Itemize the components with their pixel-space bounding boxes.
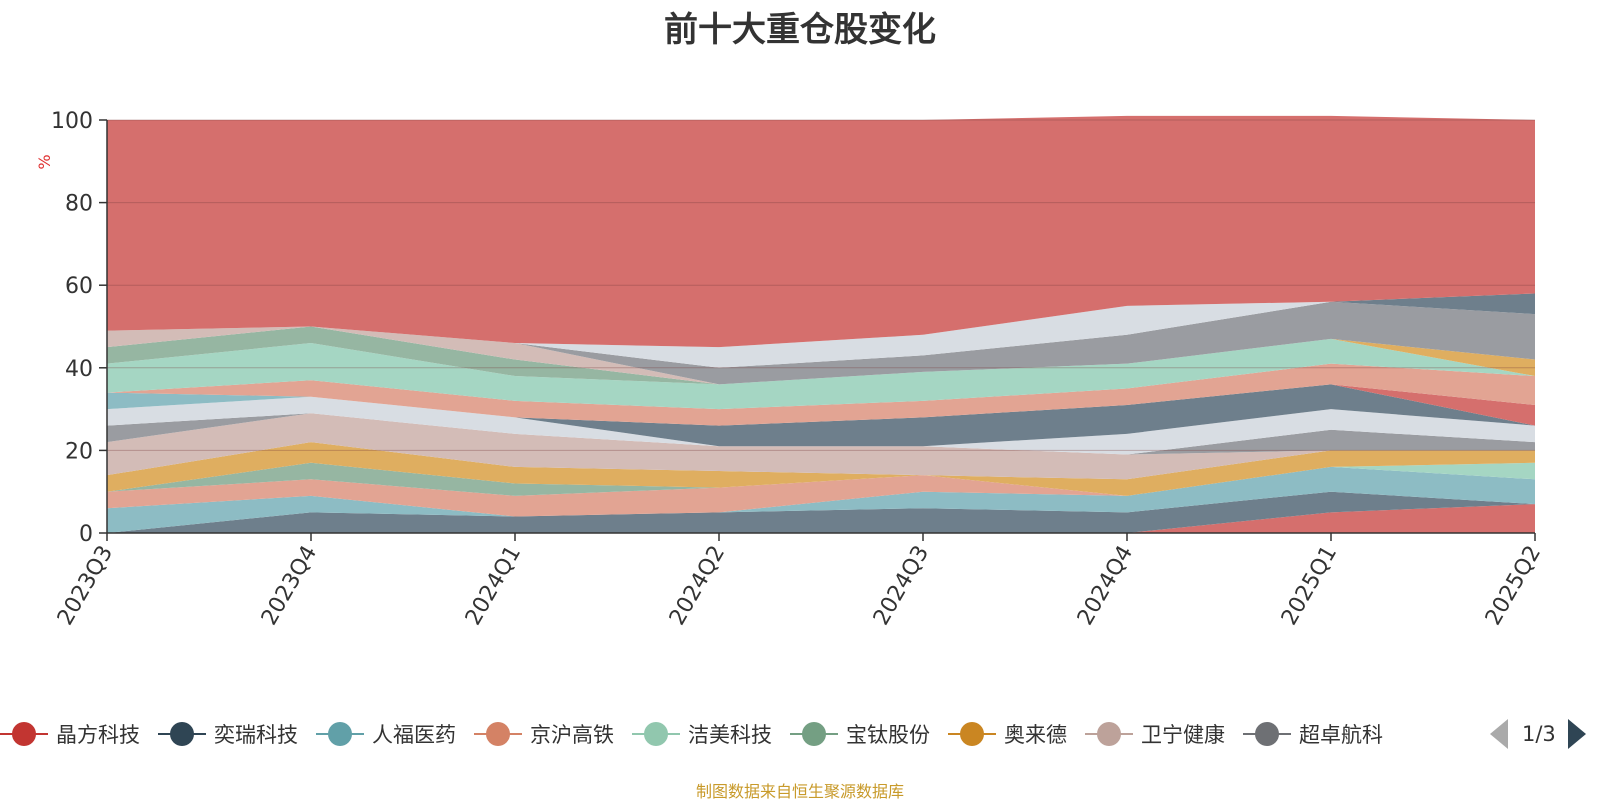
legend-label: 人福医药 (372, 723, 456, 747)
area-layer (107, 115, 1535, 533)
legend-items: 晶方科技 奕瑞科技 人福医药 京沪高铁 洁美科技 宝钛股份 奥来德 卫宁健康 超卓航科 (0, 712, 1482, 756)
legend-marker-icon (1243, 722, 1291, 746)
area-series-10 (107, 384, 1535, 447)
legend-item[interactable]: 奕瑞科技 (158, 712, 298, 756)
legend-label: 京沪高铁 (530, 723, 614, 747)
legend-item[interactable]: 超卓航科 (1243, 712, 1383, 756)
legend: 晶方科技 奕瑞科技 人福医药 京沪高铁 洁美科技 宝钛股份 奥来德 卫宁健康 超卓航科 1/3 (0, 712, 1600, 756)
x-tick-label: 2024Q2 (665, 542, 730, 630)
x-tick-label: 2024Q4 (1073, 542, 1138, 630)
legend-marker-icon (316, 722, 364, 746)
area-series-13 (107, 363, 1535, 426)
chart-title: 前十大重仓股变化 (664, 10, 936, 50)
area-series-15 (107, 326, 1535, 385)
legend-label: 晶方科技 (56, 723, 140, 747)
legend-marker-icon (1085, 722, 1133, 746)
y-tick-label: 40 (65, 357, 93, 382)
grid-layer (107, 119, 1535, 451)
x-tick-label: 2025Q2 (1481, 542, 1546, 630)
area-series-3 (107, 466, 1535, 517)
area-series-8 (107, 413, 1535, 455)
y-tick-label: 60 (65, 274, 93, 299)
area-series-2 (107, 466, 1535, 533)
stacked-area-chart: 0 20 40 60 80 100 2023Q3 2023Q4 2024Q1 2024Q2 2024… (35, 109, 1546, 630)
y-axis-label: % (35, 154, 54, 169)
legend-item[interactable]: 卫宁健康 (1085, 712, 1225, 756)
area-series-19 (107, 301, 1535, 368)
legend-label: 宝钛股份 (846, 723, 930, 747)
x-tick-label: 2025Q1 (1277, 542, 1342, 630)
legend-marker-icon (0, 722, 48, 746)
area-series-6 (107, 442, 1535, 496)
area-series-5 (107, 462, 1535, 496)
legend-item[interactable]: 洁美科技 (632, 712, 772, 756)
legend-page-indicator: 1/3 (1522, 722, 1556, 746)
area-series-9 (107, 396, 1535, 455)
x-tick-label: 2023Q4 (257, 542, 322, 630)
y-tick-label: 20 (65, 439, 93, 464)
legend-label: 超卓航科 (1299, 723, 1383, 747)
legend-label: 奕瑞科技 (214, 723, 298, 747)
legend-item[interactable]: 宝钛股份 (790, 712, 930, 756)
legend-label: 卫宁健康 (1141, 723, 1225, 747)
area-series-7 (107, 413, 1535, 480)
area-series-14 (107, 338, 1535, 410)
legend-label: 奥来德 (1004, 723, 1067, 747)
y-tick-label: 0 (79, 522, 93, 547)
legend-item[interactable]: 京沪高铁 (474, 712, 614, 756)
y-tick-label: 80 (65, 192, 93, 217)
source-note: 制图数据来自恒生聚源数据库 (695, 782, 904, 801)
legend-marker-icon (790, 722, 838, 746)
legend-item[interactable]: 奥来德 (948, 712, 1067, 756)
legend-marker-icon (474, 722, 522, 746)
y-tick-label: 100 (51, 109, 93, 134)
x-tick-label: 2023Q3 (53, 542, 118, 630)
area-series-1 (107, 491, 1535, 533)
legend-item[interactable]: 人福医药 (316, 712, 456, 756)
legend-label: 洁美科技 (688, 723, 772, 747)
area-series-18 (107, 301, 1535, 385)
x-tick-label: 2024Q1 (461, 542, 526, 630)
area-series-0 (107, 504, 1535, 533)
legend-marker-icon (632, 722, 680, 746)
area-series-4 (107, 462, 1535, 496)
next-page-icon[interactable] (1567, 719, 1586, 749)
legend-marker-icon (948, 722, 996, 746)
legend-item[interactable]: 晶方科技 (0, 712, 140, 756)
area-series-17 (107, 326, 1535, 385)
x-tick-label: 2024Q3 (869, 542, 934, 630)
legend-pager: 1/3 (1490, 718, 1586, 750)
legend-marker-icon (158, 722, 206, 746)
area-series-21 (107, 115, 1535, 348)
previous-page-icon[interactable] (1490, 719, 1508, 749)
